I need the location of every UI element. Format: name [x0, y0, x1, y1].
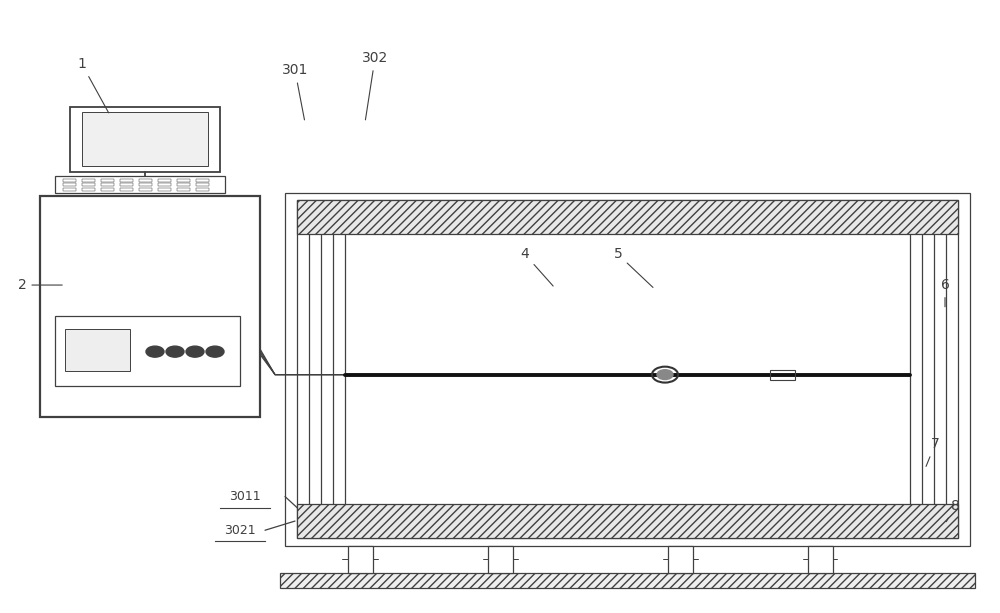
- Circle shape: [206, 346, 224, 357]
- Bar: [101, 183, 114, 186]
- Bar: [177, 188, 190, 191]
- Bar: [158, 183, 171, 186]
- Bar: [63, 188, 76, 191]
- Bar: [120, 188, 133, 191]
- Circle shape: [166, 346, 184, 357]
- Bar: [82, 183, 95, 186]
- Bar: [177, 183, 190, 186]
- Bar: [770, 370, 795, 379]
- Bar: [158, 179, 171, 182]
- Text: 7: 7: [926, 438, 939, 466]
- Circle shape: [146, 346, 164, 357]
- Bar: [177, 179, 190, 182]
- Bar: [297, 200, 958, 538]
- Bar: [345, 230, 910, 509]
- Bar: [55, 316, 240, 386]
- Bar: [196, 188, 209, 191]
- Text: 302: 302: [362, 51, 388, 120]
- Text: 1: 1: [78, 58, 109, 113]
- Bar: [63, 179, 76, 182]
- Text: 5: 5: [614, 248, 653, 287]
- Circle shape: [657, 370, 673, 379]
- Bar: [285, 193, 970, 546]
- Text: 3011: 3011: [229, 490, 261, 503]
- Text: 301: 301: [282, 64, 308, 120]
- Bar: [82, 179, 95, 182]
- Bar: [280, 573, 975, 588]
- Bar: [488, 546, 512, 573]
- Bar: [297, 504, 958, 538]
- Bar: [321, 215, 934, 524]
- Bar: [668, 546, 693, 573]
- Bar: [139, 183, 152, 186]
- Text: 8: 8: [946, 499, 959, 522]
- Bar: [55, 176, 225, 193]
- Text: 3021: 3021: [224, 524, 256, 537]
- Text: 4: 4: [521, 248, 553, 286]
- Bar: [101, 179, 114, 182]
- Bar: [297, 200, 958, 234]
- Bar: [139, 179, 152, 182]
- Bar: [63, 183, 76, 186]
- Bar: [120, 183, 133, 186]
- Bar: [82, 188, 95, 191]
- Bar: [65, 329, 130, 371]
- Bar: [348, 546, 372, 573]
- Bar: [309, 208, 946, 531]
- Bar: [139, 188, 152, 191]
- Bar: [158, 188, 171, 191]
- Bar: [333, 223, 922, 516]
- Bar: [40, 196, 260, 417]
- Text: 6: 6: [941, 278, 949, 306]
- Bar: [196, 183, 209, 186]
- Bar: [196, 179, 209, 182]
- Bar: [70, 107, 220, 172]
- Bar: [82, 112, 208, 166]
- Bar: [120, 179, 133, 182]
- Text: 2: 2: [18, 278, 62, 292]
- Circle shape: [186, 346, 204, 357]
- Bar: [101, 188, 114, 191]
- Bar: [808, 546, 832, 573]
